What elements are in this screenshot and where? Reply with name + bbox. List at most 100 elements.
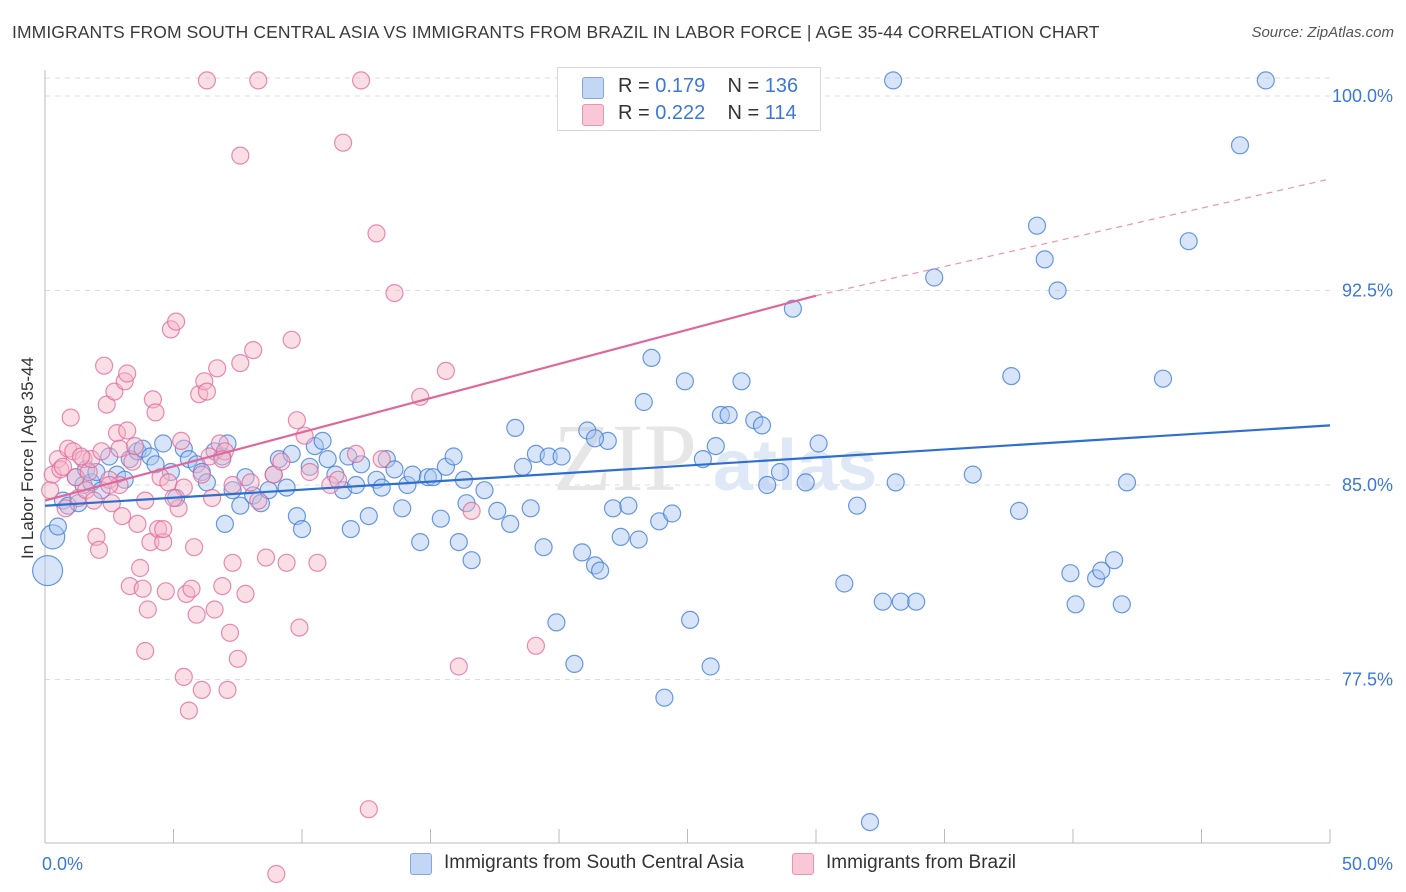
point-south-central-asia [1002, 367, 1021, 386]
point-brazil [84, 491, 103, 510]
point-brazil [92, 442, 111, 461]
point-brazil [177, 584, 196, 604]
point-brazil [159, 473, 178, 492]
point-brazil [118, 364, 137, 383]
legend-label-south-central-asia: Immigrants from South Central Asia [444, 852, 744, 873]
point-south-central-asia [534, 538, 553, 557]
y-tick-label: 77.5% [1342, 670, 1393, 690]
point-brazil [328, 470, 348, 489]
point-south-central-asia [603, 499, 623, 518]
point-south-central-asia [488, 501, 507, 520]
series-south-central-asia [31, 71, 1275, 832]
point-south-central-asia [277, 478, 296, 497]
point-south-central-asia [642, 348, 661, 367]
point-brazil [334, 133, 353, 152]
point-south-central-asia [341, 519, 360, 539]
point-south-central-asia [154, 434, 173, 453]
point-south-central-asia [1009, 501, 1029, 520]
point-brazil [182, 579, 201, 598]
n-value-pink: 114 [764, 102, 797, 124]
point-south-central-asia [1027, 216, 1047, 235]
watermark-zip: ZIP [553, 404, 697, 511]
x-tick-label-max: 50.0% [1342, 854, 1393, 874]
point-south-central-asia [585, 556, 605, 575]
point-south-central-asia [385, 460, 404, 479]
point-brazil [308, 553, 327, 572]
point-brazil [40, 481, 60, 500]
legend-swatch-blue [410, 853, 432, 875]
point-brazil [195, 372, 214, 391]
point-south-central-asia [675, 372, 695, 391]
point-south-central-asia [629, 530, 648, 549]
point-south-central-asia [711, 405, 731, 425]
point-brazil [256, 548, 276, 567]
point-brazil [138, 600, 157, 619]
r-label: R = [618, 102, 650, 124]
point-south-central-asia [1112, 595, 1131, 614]
point-brazil [203, 488, 222, 508]
point-brazil [372, 450, 391, 469]
n-label: N = [727, 75, 760, 97]
point-south-central-asia [1092, 561, 1111, 580]
point-south-central-asia [539, 447, 558, 466]
point-south-central-asia [783, 299, 803, 318]
point-south-central-asia [701, 657, 720, 676]
point-brazil [89, 540, 109, 559]
point-south-central-asia [372, 478, 391, 497]
point-south-central-asia [398, 475, 417, 495]
watermark-atlas: atlas [713, 426, 877, 506]
point-south-central-asia [300, 457, 319, 476]
point-south-central-asia [883, 71, 903, 90]
point-brazil [110, 439, 129, 458]
point-south-central-asia [611, 527, 630, 547]
point-brazil [290, 618, 309, 637]
point-south-central-asia [1048, 281, 1067, 300]
point-brazil [51, 460, 70, 479]
point-brazil [125, 437, 144, 456]
point-brazil [231, 146, 250, 165]
point-south-central-asia [758, 475, 777, 495]
point-brazil [218, 680, 237, 700]
legend-swatch-pink [582, 104, 604, 126]
point-brazil [272, 452, 291, 471]
point-brazil [449, 657, 468, 676]
n-label: N = [727, 102, 760, 124]
point-south-central-asia [886, 473, 905, 492]
point-south-central-asia [215, 514, 234, 534]
point-south-central-asia [475, 481, 494, 500]
point-brazil [169, 499, 188, 518]
r-value-pink: 0.222 [655, 102, 706, 124]
point-south-central-asia [634, 392, 653, 412]
point-south-central-asia [907, 592, 926, 611]
point-south-central-asia [48, 517, 68, 536]
point-brazil [223, 553, 242, 572]
point-brazil [167, 312, 186, 331]
point-brazil [385, 284, 404, 303]
point-south-central-asia [506, 418, 525, 437]
legend-label-brazil: Immigrants from Brazil [826, 852, 1017, 873]
point-brazil [220, 623, 240, 642]
point-south-central-asia [352, 455, 371, 474]
point-south-central-asia [662, 504, 682, 523]
point-brazil [249, 491, 268, 510]
point-south-central-asia [1179, 232, 1198, 251]
trend-lines [44, 178, 1331, 507]
point-south-central-asia [619, 496, 638, 515]
point-brazil [231, 354, 250, 373]
point-brazil [187, 605, 206, 624]
point-south-central-asia [431, 509, 450, 528]
point-brazil [179, 701, 198, 720]
point-brazil [133, 579, 152, 598]
point-south-central-asia [770, 462, 790, 482]
point-brazil [352, 71, 371, 90]
point-south-central-asia [313, 431, 332, 450]
point-brazil [197, 382, 216, 401]
point-brazil [94, 356, 114, 375]
point-brazil [192, 465, 211, 484]
point-south-central-asia [1256, 71, 1275, 90]
point-brazil [346, 444, 366, 463]
point-south-central-asia [873, 592, 892, 611]
point-brazil [174, 667, 193, 687]
point-brazil [61, 408, 80, 427]
point-brazil [71, 447, 91, 466]
